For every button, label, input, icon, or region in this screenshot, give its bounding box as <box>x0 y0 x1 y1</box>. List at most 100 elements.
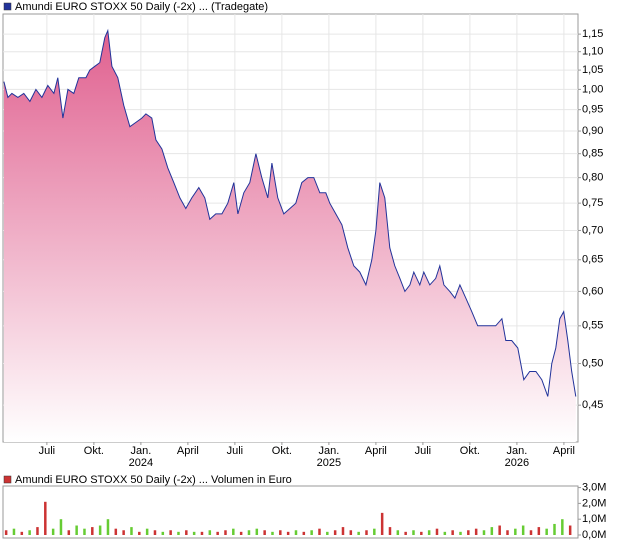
volume-bar <box>185 530 188 535</box>
volume-bar <box>247 530 251 535</box>
volume-bar <box>357 531 360 535</box>
y-tick-label: 1,15 <box>582 28 603 40</box>
y-tick-label: 0,95 <box>582 104 603 116</box>
area <box>3 30 576 442</box>
x-tick-label: Juli <box>415 445 432 457</box>
volume-bar <box>310 530 313 535</box>
volume-bar <box>482 530 486 535</box>
volume-bar <box>451 530 454 535</box>
y-tick-label: 0,85 <box>582 148 603 160</box>
volume-bar <box>138 531 141 535</box>
volume-bar <box>373 528 376 535</box>
volume-bar <box>12 528 16 535</box>
volume-bar <box>365 530 368 535</box>
y-tick-label: 0,45 <box>582 399 603 411</box>
x-tick-year: 2026 <box>505 457 529 469</box>
y-tick-label: 0,80 <box>582 172 603 184</box>
volume-bar <box>388 527 392 535</box>
volume-bar <box>91 527 94 535</box>
volume-bar <box>294 530 298 535</box>
volume-bar <box>506 530 509 535</box>
y-tick-label: 0,65 <box>582 254 603 266</box>
legend-label: Amundi EURO STOXX 50 Daily (-2x) ... (Tr… <box>15 1 268 13</box>
volume-bar <box>263 530 266 535</box>
legend-label: Amundi EURO STOXX 50 Daily (-2x) ... Vol… <box>15 474 292 486</box>
volume-bar <box>279 530 282 535</box>
volume-bar <box>83 528 86 535</box>
x-tick-year: 2024 <box>129 457 153 469</box>
volume-bar <box>67 530 71 535</box>
x-tick-label: April <box>177 445 199 457</box>
x-tick-label: Okt. <box>460 445 480 457</box>
x-tick-label: Okt. <box>84 445 104 457</box>
x-tick-year: 2025 <box>317 457 341 469</box>
volume-bar <box>568 525 572 535</box>
volume-bar <box>318 528 321 535</box>
volume-bar <box>474 528 478 535</box>
plot-area <box>2 485 579 539</box>
volume-bar <box>106 519 110 535</box>
volume-bar <box>459 531 462 535</box>
y-tick-label: 1,05 <box>582 64 603 76</box>
volume-bar <box>216 531 219 535</box>
volume-bar <box>36 527 39 535</box>
volume-bar <box>514 528 517 535</box>
volume-bar <box>200 531 204 535</box>
volume-bar <box>467 530 470 535</box>
y-tick-label: 0,60 <box>582 285 603 297</box>
volume-bar <box>529 530 533 535</box>
volume-bar <box>98 525 102 535</box>
volume-bar <box>161 531 165 535</box>
y-tick-label: 0,55 <box>582 320 603 332</box>
x-tick-label: Juli <box>39 445 56 457</box>
volume-bar <box>404 531 407 535</box>
volume-bar <box>396 530 400 535</box>
volume-bar <box>302 531 306 535</box>
volume-bar <box>333 530 337 535</box>
volume-bar <box>271 531 274 535</box>
y-tick-label: 0,90 <box>582 125 603 137</box>
volume-bar <box>380 512 384 535</box>
volume-bar <box>153 530 157 535</box>
volume-bar <box>326 531 329 535</box>
volume-bar <box>239 531 243 535</box>
volume-bar <box>561 519 564 535</box>
x-tick-label: April <box>553 445 575 457</box>
volume-bar <box>169 530 172 535</box>
volume-bar <box>427 530 431 535</box>
volume-bar <box>420 531 423 535</box>
x-tick-label: Jan. <box>506 445 527 457</box>
volume-bar <box>75 525 78 535</box>
volume-bar <box>20 531 24 535</box>
volume-bar <box>443 531 447 535</box>
volume-bar <box>412 530 415 535</box>
volume-bar <box>537 527 541 535</box>
volume-bar <box>232 528 235 535</box>
volume-bar <box>341 527 345 535</box>
x-tick-label: Jan. <box>130 445 151 457</box>
volume-bar <box>545 528 548 535</box>
volume-bar <box>192 531 196 535</box>
y-tick-label: 0,50 <box>582 357 603 369</box>
y-tick-label: 2,0M <box>582 497 606 509</box>
x-tick-label: April <box>365 445 387 457</box>
volume-bar <box>521 525 525 535</box>
volume-bar <box>4 530 8 535</box>
y-tick-label: 3,0M <box>582 481 606 493</box>
y-tick-label: 1,00 <box>582 83 603 95</box>
x-tick-label: Juli <box>227 445 244 457</box>
volume-bar <box>122 530 125 535</box>
volume-bar <box>177 531 180 535</box>
y-tick-label: 1,10 <box>582 46 603 58</box>
volume-bar <box>435 528 439 535</box>
price-line <box>3 28 577 397</box>
volume-bar <box>224 530 227 535</box>
volume-bar <box>553 523 556 535</box>
legend-swatch <box>3 475 12 484</box>
volume-bar <box>28 530 31 535</box>
volume-bar <box>349 530 353 535</box>
x-tick-label: Jan. <box>318 445 339 457</box>
volume-bar <box>59 519 63 535</box>
volume-bar <box>255 528 259 535</box>
